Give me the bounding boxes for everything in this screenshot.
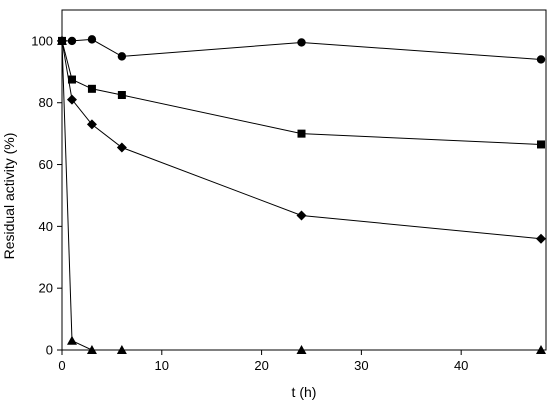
y-tick-label: 0 <box>46 343 53 358</box>
data-point-triangle <box>536 345 547 354</box>
y-axis-title: Residual activity (%) <box>1 133 17 260</box>
data-point-diamond <box>536 233 547 244</box>
series-line-square <box>61 40 542 145</box>
series-diamond <box>57 35 547 244</box>
data-point-triangle <box>116 345 127 354</box>
y-axis: 0 20 40 60 80 100 <box>31 33 62 358</box>
series-triangle <box>57 35 547 354</box>
data-point-square <box>87 84 96 93</box>
data-point-triangle <box>66 335 77 345</box>
y-tick-label: 60 <box>39 157 53 172</box>
data-point-circle <box>536 55 546 64</box>
y-tick-label: 80 <box>39 95 53 110</box>
x-tick-label: 30 <box>354 358 368 373</box>
x-tick-label: 10 <box>155 358 169 373</box>
data-point-circle <box>67 36 77 46</box>
series-layer <box>57 35 547 354</box>
data-point-square <box>67 75 76 84</box>
data-point-circle <box>297 38 306 47</box>
series-square <box>58 36 546 149</box>
y-tick-label: 100 <box>31 33 53 48</box>
x-axis-title: t (h) <box>292 384 317 400</box>
data-point-triangle <box>57 35 67 45</box>
x-tick-label: 0 <box>58 358 65 373</box>
data-point-square <box>117 91 126 99</box>
data-point-triangle <box>86 345 97 354</box>
data-point-triangle <box>296 345 307 354</box>
series-line-triangle <box>61 40 541 351</box>
series-circle <box>57 35 546 64</box>
data-point-diamond <box>86 119 97 130</box>
data-point-square <box>537 140 546 149</box>
data-point-circle <box>117 52 127 61</box>
series-line-diamond <box>61 40 542 240</box>
data-point-diamond <box>66 94 77 105</box>
x-axis: 0 10 20 30 40 <box>58 350 468 373</box>
data-point-diamond <box>116 142 127 153</box>
plot-area <box>61 9 547 351</box>
plot-border <box>61 9 547 351</box>
data-point-square <box>297 129 306 138</box>
x-tick-label: 40 <box>454 358 468 373</box>
x-tick-label: 20 <box>254 358 268 373</box>
y-tick-label: 20 <box>39 281 53 296</box>
data-point-diamond <box>296 210 307 221</box>
data-point-circle <box>87 35 97 44</box>
y-tick-label: 40 <box>39 219 53 234</box>
